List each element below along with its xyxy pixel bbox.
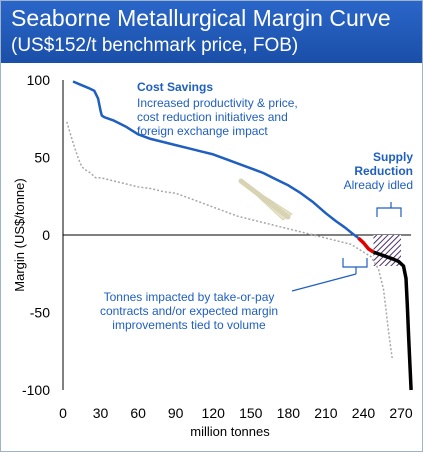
x-tick-label: 150 [239, 405, 263, 421]
y-tick-label: 50 [34, 150, 50, 166]
y-tick-label: -100 [22, 382, 50, 398]
cost-savings-text: foreign exchange impact [137, 124, 268, 138]
red-segment-line [357, 236, 375, 254]
black-segment-line [372, 250, 413, 391]
x-tick-label: 180 [277, 405, 301, 421]
supply-reduction-label: Supply [373, 150, 413, 164]
x-tick-label: 60 [130, 405, 146, 421]
y-tick-label: 0 [42, 227, 50, 243]
cost-savings-label: Cost Savings [137, 80, 213, 94]
blue-series-line [72, 80, 360, 240]
grey-dotted-series-line [66, 121, 394, 360]
x-axis-label: million tonnes [190, 424, 270, 439]
supply-reduction-text: Already idled [344, 178, 413, 192]
chart-header: Seaborne Metallurgical Margin Curve (US$… [1, 1, 422, 63]
supply-reduction-bracket [376, 202, 402, 217]
take-or-pay-leader-line [291, 273, 357, 292]
supply-reduction-label: Reduction [354, 164, 413, 178]
x-tick-label: 90 [168, 405, 184, 421]
x-tick-label: 270 [389, 405, 413, 421]
tonnes-impacted-text: contracts and/or expected margin [100, 304, 278, 318]
chart-title: Seaborne Metallurgical Margin Curve [11, 5, 391, 31]
x-tick-label: 30 [93, 405, 109, 421]
x-tick-label: 240 [352, 405, 376, 421]
y-tick-label: -50 [30, 305, 50, 321]
cost-savings-text: cost reduction initiatives and [137, 110, 288, 124]
cost-savings-text: Increased productivity & price, [137, 96, 298, 110]
tonnes-impacted-text: Tonnes impacted by take-or-pay [104, 290, 275, 304]
x-tick-label: 120 [202, 405, 226, 421]
cost-savings-arrow [238, 178, 291, 220]
y-axis-label: Margin (US$/tonne) [12, 178, 27, 291]
take-or-pay-bracket [342, 258, 368, 274]
tonnes-impacted-text: improvements tied to volume [112, 318, 266, 332]
x-tick-label: 0 [59, 405, 67, 421]
y-tick-label: 100 [27, 72, 51, 88]
x-tick-label: 210 [314, 405, 338, 421]
chart-subtitle: (US$152/t benchmark price, FOB) [11, 35, 299, 56]
